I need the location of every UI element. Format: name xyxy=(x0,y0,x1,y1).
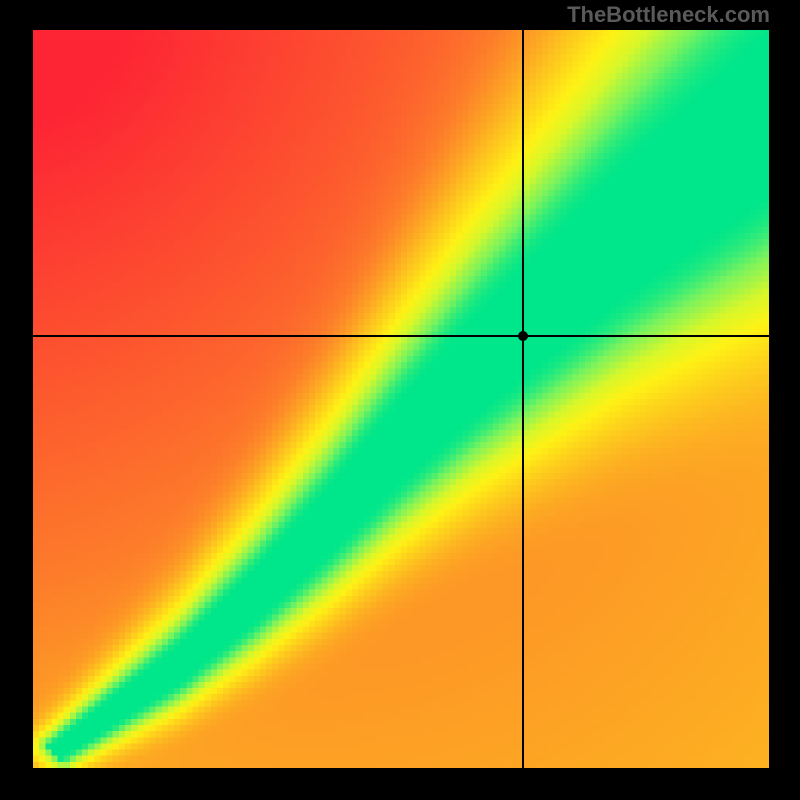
crosshair-point xyxy=(518,331,528,341)
attribution-text: TheBottleneck.com xyxy=(567,2,770,28)
chart-container: TheBottleneck.com xyxy=(0,0,800,800)
crosshair-vertical-line xyxy=(522,30,524,768)
bottleneck-heatmap xyxy=(33,30,769,768)
crosshair-horizontal-line xyxy=(33,335,769,337)
